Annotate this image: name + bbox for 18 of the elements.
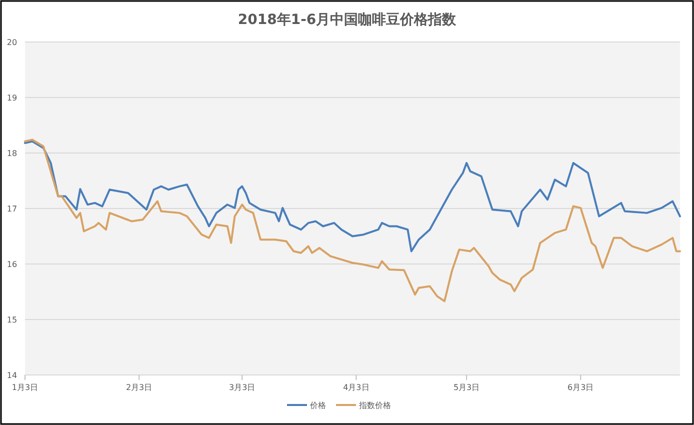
line-series <box>24 140 681 252</box>
x-tick-label: 1月3日 <box>12 383 38 392</box>
y-tick-label: 18 <box>6 149 18 158</box>
y-tick-label: 15 <box>6 316 18 324</box>
x-tick-label: 4月3日 <box>343 383 370 392</box>
y-tick-label: 14 <box>6 371 18 380</box>
x-tick-label: 6月3日 <box>568 383 594 392</box>
line-series <box>24 138 681 302</box>
chart-title: 2018年1-6月中国咖啡豆价格指数 <box>238 12 458 28</box>
y-tick-label: 20 <box>6 38 18 47</box>
x-tick-label: 5月3日 <box>453 383 480 392</box>
y-tick-label: 16 <box>6 260 18 269</box>
x-tick-label: 2月3日 <box>126 383 152 392</box>
legend-label: 价格 <box>309 401 326 410</box>
y-tick-label: 17 <box>6 204 18 214</box>
x-tick-label: 3月3日 <box>229 383 256 392</box>
y-tick-label: 19 <box>6 94 18 102</box>
legend-label: 指数价格 <box>358 401 391 410</box>
